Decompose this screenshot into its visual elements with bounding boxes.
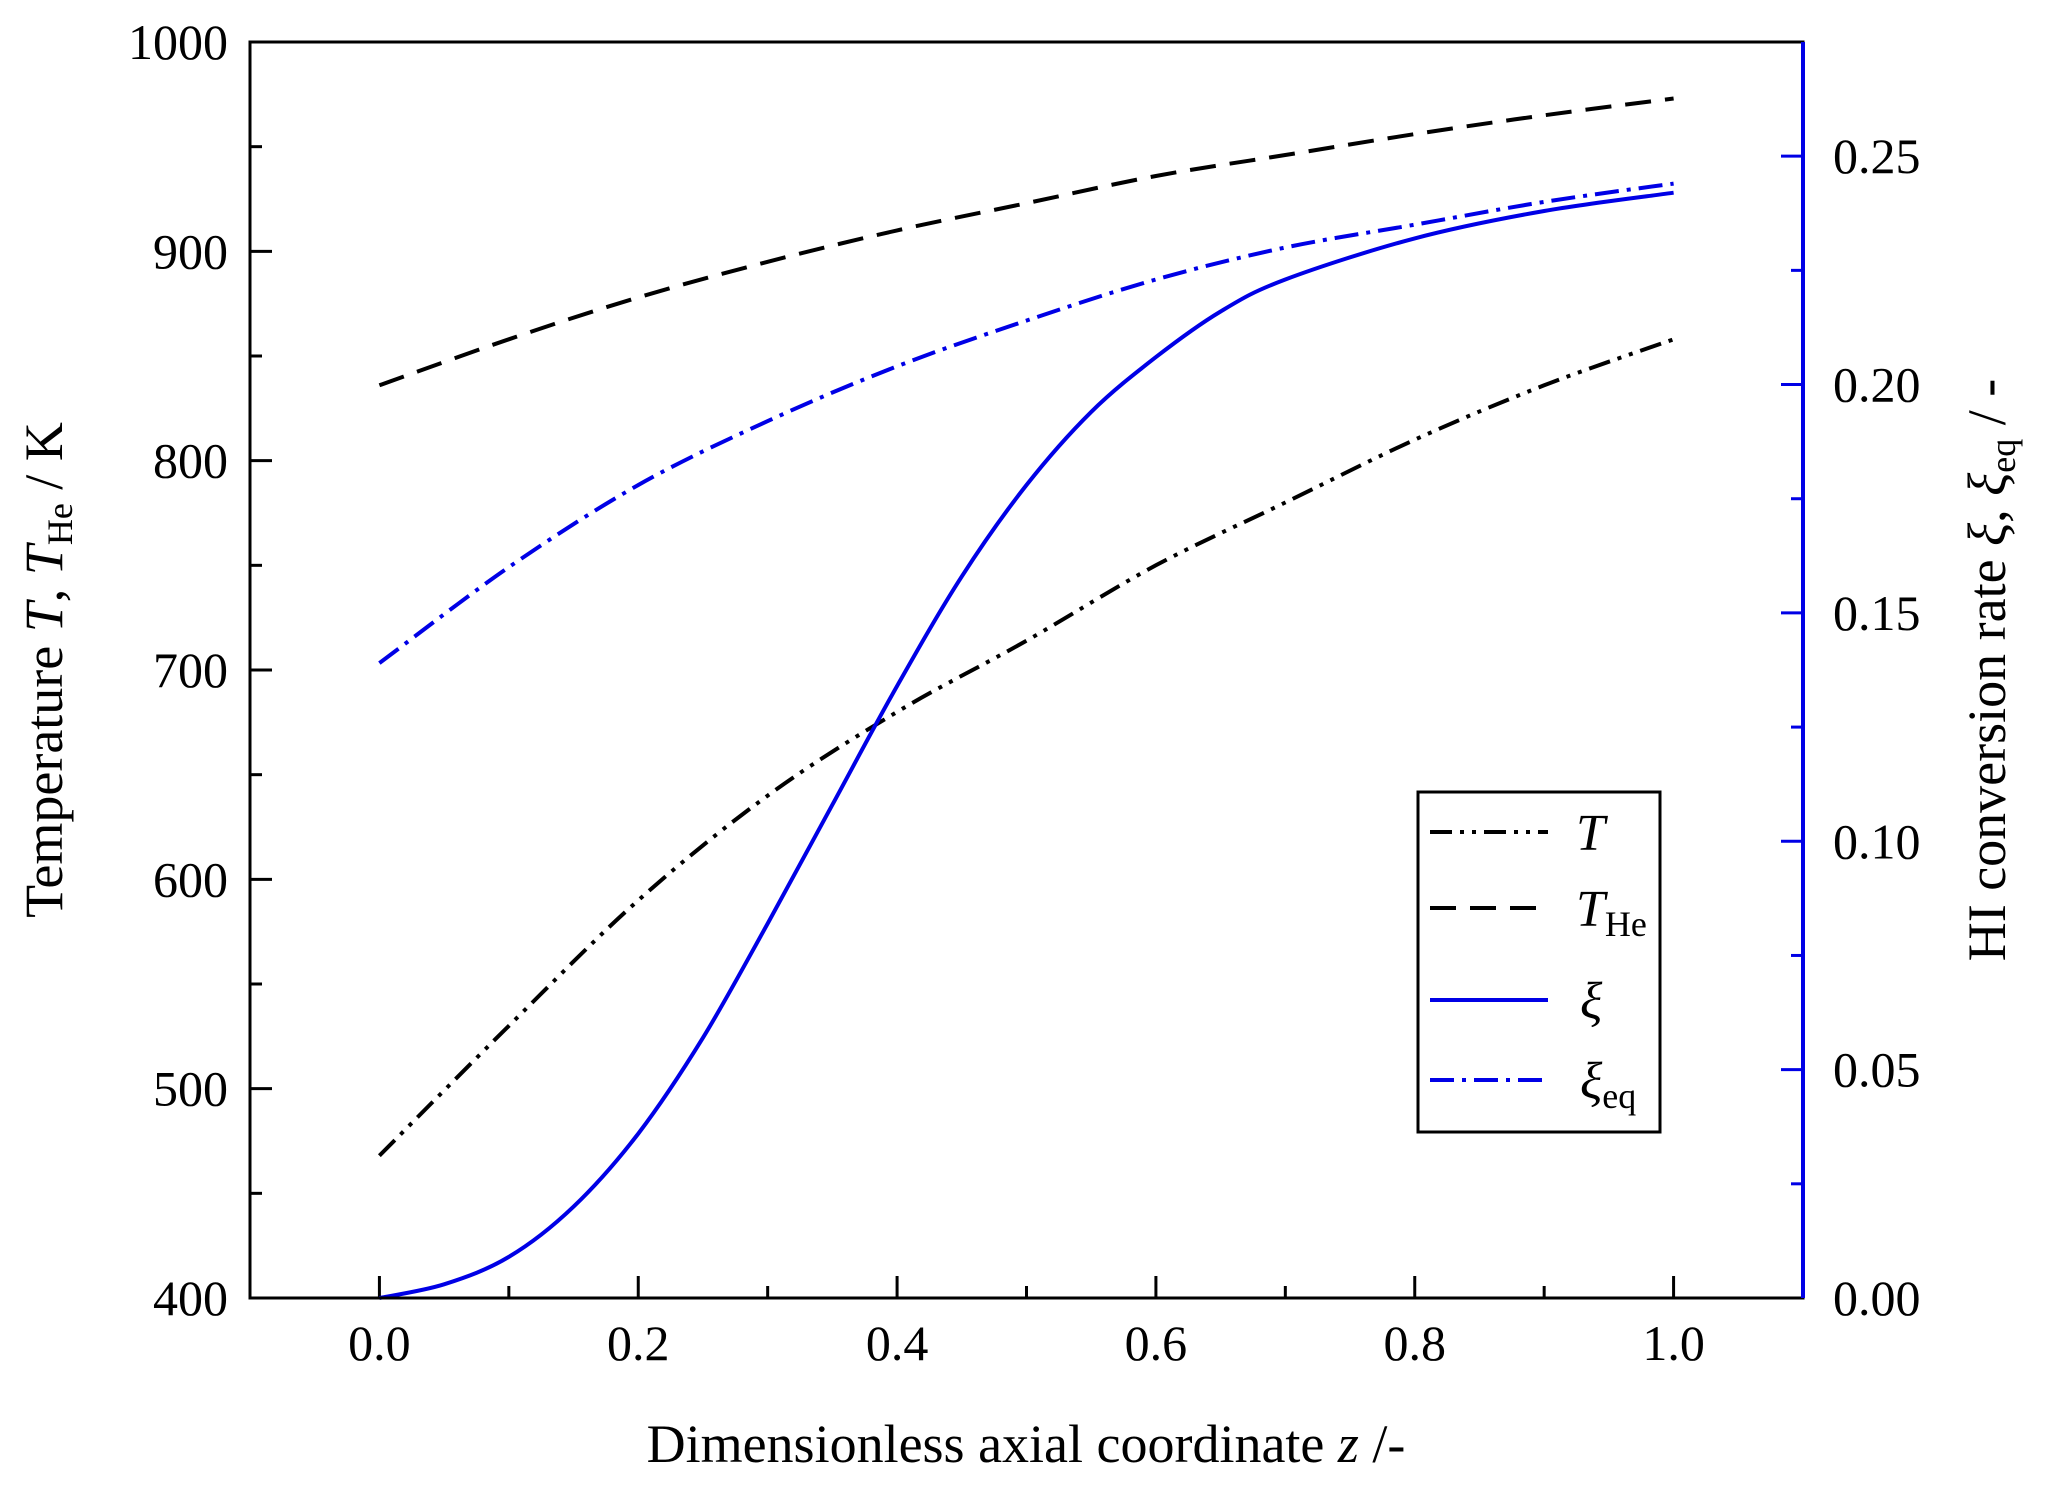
- legend-label-xi: ξ: [1580, 973, 1603, 1030]
- series-layer: [377, 96, 1675, 1300]
- legend-label-T-He: THe: [1576, 881, 1647, 944]
- series-line-xi-eq: [378, 181, 1674, 665]
- x-tick-label: 0.8: [1384, 1315, 1447, 1371]
- legend-label-T: T: [1576, 805, 1608, 862]
- y-tick-label: 600: [153, 851, 228, 907]
- ticks-layer: 0.0 0.2 0.4 0.6 0.8 1.0 400 500 600 700 800 900 1000…: [128, 14, 1921, 1371]
- y2-tick-label: 0.20: [1833, 357, 1921, 413]
- y2-tick-label: 0.05: [1833, 1042, 1921, 1098]
- y2-tick-label: 0.25: [1833, 128, 1921, 184]
- series-line-t: [377, 337, 1675, 1158]
- y-axis-title: Temperature T, THe / K: [14, 422, 80, 918]
- y2-axis-title: HI conversion rate ξ, ξeq / -: [1957, 379, 2023, 962]
- y-tick-label: 800: [153, 433, 228, 489]
- legend-box: [1416, 790, 1662, 1134]
- y-tick-label: 400: [153, 1270, 228, 1326]
- x-tick-label: 0.2: [607, 1315, 670, 1371]
- y-tick-label: 900: [153, 223, 228, 279]
- series-line-xi: [378, 190, 1674, 1300]
- x-tick-label: 1.0: [1642, 1315, 1705, 1371]
- legend-label-xi-eq: ξeq: [1580, 1053, 1636, 1116]
- x-tick-label: 0.6: [1125, 1315, 1188, 1371]
- y-tick-label: 1000: [128, 14, 228, 70]
- y2-tick-label: 0.00: [1833, 1270, 1921, 1326]
- legend: T THe ξ ξeq: [1416, 790, 1662, 1134]
- y2-tick-label: 0.15: [1833, 585, 1921, 641]
- y-tick-label: 500: [153, 1061, 228, 1117]
- x-axis-title: Dimensionless axial coordinate z /-: [647, 1414, 1406, 1474]
- series-line-t-he: [378, 96, 1674, 388]
- x-tick-label: 0.0: [348, 1315, 411, 1371]
- y-tick-label: 700: [153, 642, 228, 698]
- y2-tick-label: 0.10: [1833, 813, 1921, 869]
- x-tick-label: 0.4: [866, 1315, 929, 1371]
